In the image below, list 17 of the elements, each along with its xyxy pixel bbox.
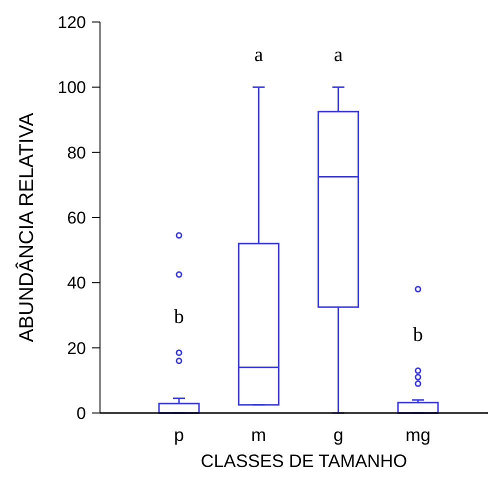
y-tick-label: 40 <box>67 274 86 293</box>
x-tick-label: m <box>251 425 266 445</box>
y-tick-label: 60 <box>67 208 86 228</box>
y-tick-label: 120 <box>58 12 86 32</box>
annotation: b <box>174 306 184 328</box>
annotation: b <box>413 324 423 346</box>
y-tick-label: 20 <box>67 338 86 358</box>
y-axis-title: ABUNDÂNCIA RELATIVA <box>15 112 38 342</box>
annotation: a <box>334 44 343 66</box>
x-tick-label: g <box>333 425 344 445</box>
y-tick-label: 100 <box>58 78 86 98</box>
x-tick-label: p <box>174 425 184 445</box>
x-tick-label: mg <box>405 425 431 445</box>
annotation: a <box>254 44 264 66</box>
x-axis-title: CLASSES DE TAMANHO <box>200 451 408 471</box>
y-tick-label: 80 <box>67 143 86 162</box>
y-tick-label: 0 <box>76 404 86 423</box>
